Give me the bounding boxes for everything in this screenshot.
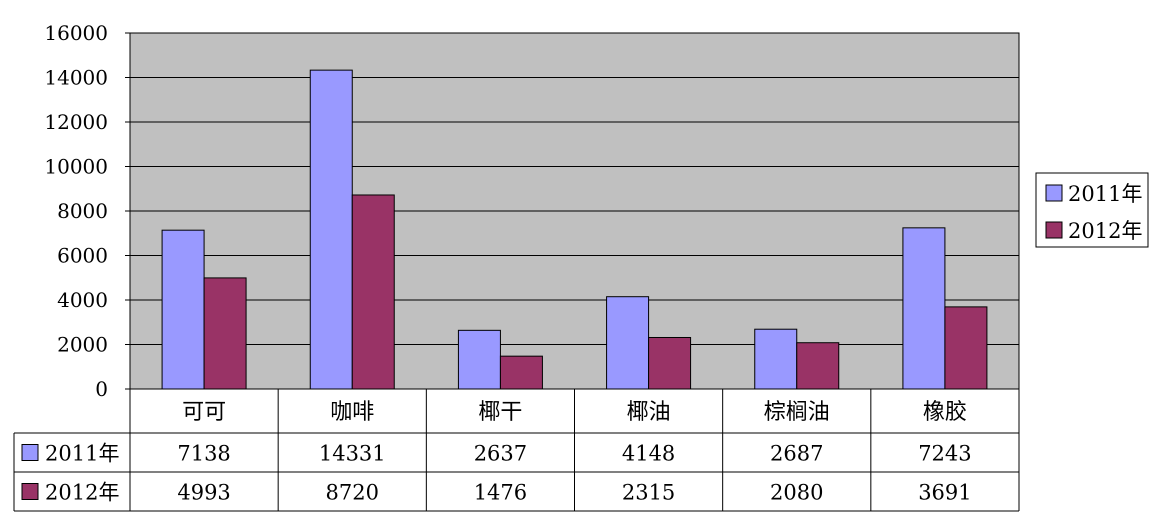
bar-series1 bbox=[309, 69, 353, 390]
y-tick-label: 4000 bbox=[57, 288, 108, 312]
bar-series2 bbox=[203, 277, 247, 390]
bar-series1 bbox=[902, 227, 946, 390]
y-tick-label: 2000 bbox=[57, 333, 108, 357]
y-tick-label: 16000 bbox=[44, 21, 108, 45]
table-legend-key bbox=[21, 483, 39, 500]
category-label: 橡胶 bbox=[923, 400, 967, 425]
bar-series2 bbox=[796, 342, 840, 390]
category-label: 咖啡 bbox=[330, 400, 374, 425]
table-legend-key bbox=[21, 444, 39, 461]
y-tick-label: 10000 bbox=[44, 155, 108, 179]
data-label: 2687 bbox=[770, 442, 823, 466]
category-label: 椰油 bbox=[627, 400, 671, 425]
data-label: 4148 bbox=[622, 442, 675, 466]
data-label: 1476 bbox=[474, 481, 527, 505]
data-label: 3691 bbox=[918, 481, 971, 505]
data-label: 7243 bbox=[918, 442, 971, 466]
y-tick-label: 0 bbox=[95, 377, 108, 401]
data-label: 8720 bbox=[326, 481, 379, 505]
legend-entry: 2011年 bbox=[1068, 182, 1142, 206]
legend-entry: 2012年 bbox=[1068, 219, 1142, 243]
y-tick-label: 14000 bbox=[44, 66, 108, 90]
data-label: 14331 bbox=[319, 442, 386, 466]
y-tick-label: 6000 bbox=[57, 244, 108, 268]
bar-series1 bbox=[606, 296, 650, 390]
y-tick-label: 12000 bbox=[44, 110, 108, 134]
category-label: 棕榈油 bbox=[764, 400, 830, 425]
data-label: 4993 bbox=[177, 481, 230, 505]
bar-series2 bbox=[351, 194, 395, 390]
legend-swatch bbox=[1045, 184, 1063, 202]
bar-series2 bbox=[944, 306, 988, 390]
bar-series1 bbox=[754, 328, 798, 390]
table-series-label: 2012年 bbox=[45, 481, 119, 505]
bar-series2 bbox=[648, 336, 692, 390]
bar-series2 bbox=[499, 355, 543, 390]
bar-series1 bbox=[161, 229, 205, 390]
bar-series1 bbox=[457, 329, 501, 390]
data-label: 7138 bbox=[177, 442, 230, 466]
data-label: 2080 bbox=[770, 481, 823, 505]
data-label: 2637 bbox=[474, 442, 527, 466]
table-series-label: 2011年 bbox=[45, 442, 119, 466]
category-label: 可可 bbox=[182, 400, 226, 425]
data-label: 2315 bbox=[622, 481, 675, 505]
legend-swatch bbox=[1045, 221, 1063, 239]
category-label: 椰干 bbox=[478, 400, 522, 425]
y-tick-label: 8000 bbox=[57, 199, 108, 223]
